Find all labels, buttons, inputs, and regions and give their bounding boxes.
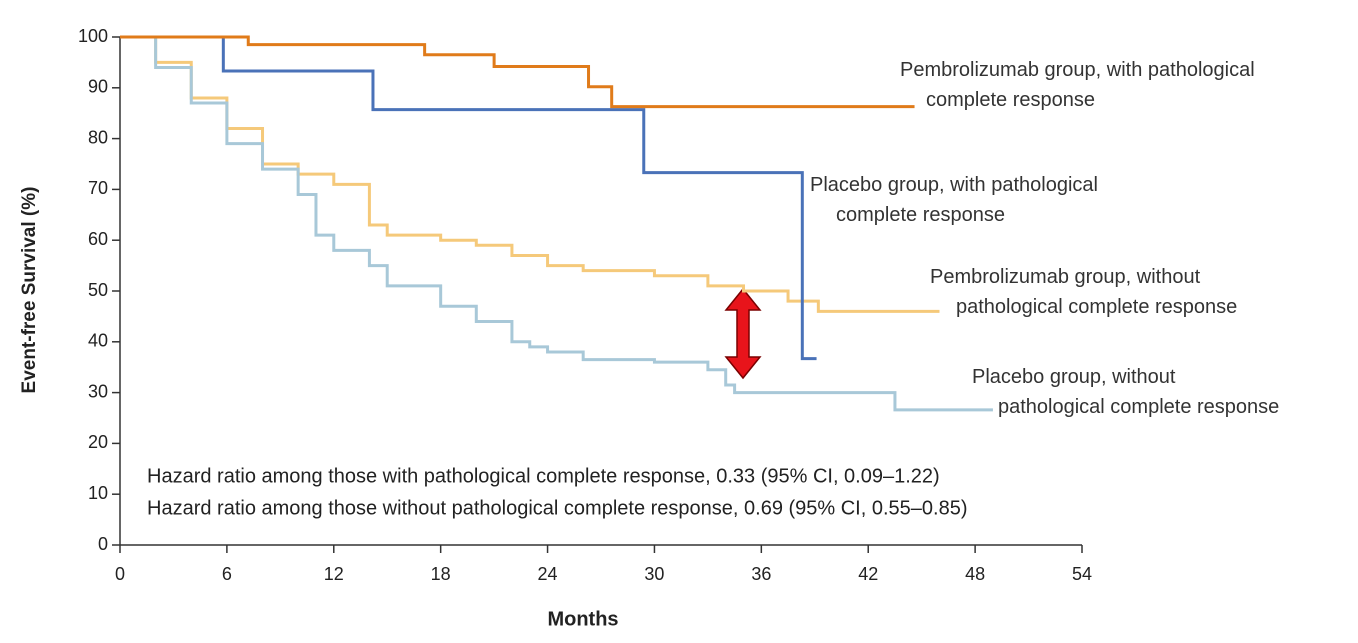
x-tick-label: 18 [431, 564, 451, 584]
y-tick-label: 10 [88, 483, 108, 503]
y-tick-label: 100 [78, 26, 108, 46]
x-tick-label: 48 [965, 564, 985, 584]
y-tick-label: 80 [88, 127, 108, 147]
y-tick-label: 0 [98, 534, 108, 554]
legend-label: Pembrolizumab group, with pathological c… [900, 59, 1255, 111]
x-tick-label: 36 [751, 564, 771, 584]
survival-line [120, 35, 817, 361]
x-tick-label: 30 [644, 564, 664, 584]
y-tick-label: 60 [88, 229, 108, 249]
survival-line [120, 35, 993, 412]
survival-line [120, 35, 915, 109]
legend-label: Placebo group, without pathological comp… [972, 366, 1280, 418]
x-axis-label: Months [547, 608, 618, 630]
x-tick-label: 6 [222, 564, 232, 584]
y-axis-label: Event-free Survival (%) [19, 187, 40, 394]
x-tick-label: 12 [324, 564, 344, 584]
y-tick-label: 50 [88, 280, 108, 300]
x-tick-label: 54 [1072, 564, 1092, 584]
legend-label: Pembrolizumab group, without pathologica… [930, 266, 1238, 318]
y-tick-label: 70 [88, 178, 108, 198]
survival-line [120, 35, 940, 313]
arrow [724, 287, 762, 380]
y-tick-label: 30 [88, 381, 108, 401]
legend-label: Placebo group, with pathological complet… [810, 174, 1098, 226]
x-tick-label: 42 [858, 564, 878, 584]
annotation: Hazard ratio among those with pathologic… [147, 465, 940, 487]
y-tick-label: 40 [88, 331, 108, 351]
x-tick-label: 0 [115, 564, 125, 584]
x-tick-label: 24 [538, 564, 558, 584]
annotation: Hazard ratio among those without patholo… [147, 497, 968, 519]
y-tick-label: 90 [88, 77, 108, 97]
y-tick-label: 20 [88, 432, 108, 452]
